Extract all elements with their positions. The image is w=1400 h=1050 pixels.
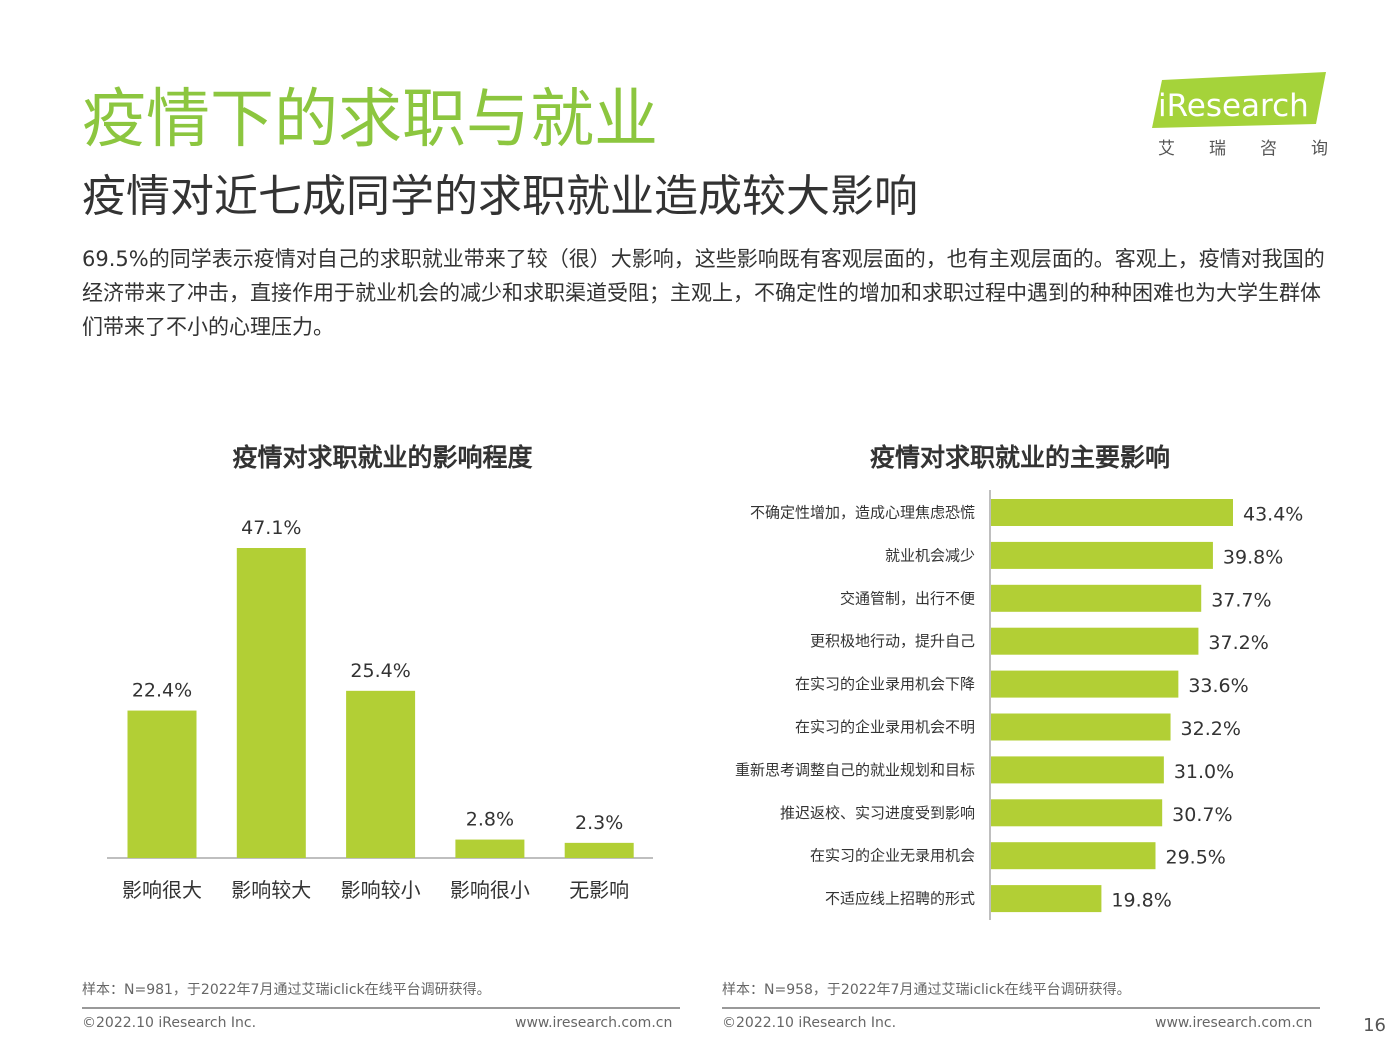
page-number: 16 [1363, 1015, 1386, 1036]
x-tick-label: 影响很小 [450, 878, 530, 902]
bar-value-label: 32.2% [1181, 718, 1241, 740]
logo-char: 瑞 [1209, 139, 1226, 159]
bar [236, 548, 306, 858]
right-footer-divider [722, 1007, 1320, 1009]
bar-value-label: 25.4% [350, 660, 410, 682]
left-chart-title: 疫情对求职就业的影响程度 [232, 443, 533, 472]
left-sample-note: 样本：N=981，于2022年7月通过艾瑞iclick在线平台调研获得。 [82, 982, 491, 998]
bar [127, 710, 197, 858]
bar [991, 670, 1179, 698]
y-tick-label: 不适应线上招聘的形式 [825, 890, 975, 908]
main-impacts-bar-chart: 43.4% 不确定性增加，造成心理焦虑恐慌 39.8% 就业机会减少 37.7% 交通管制… [735, 490, 1303, 920]
bar [991, 584, 1202, 612]
bar-value-label: 37.7% [1211, 589, 1271, 611]
bar [346, 690, 416, 858]
page-title: 疫情下的求职与就业 [82, 83, 658, 157]
y-tick-label: 就业机会减少 [885, 546, 975, 564]
bar-value-label: 43.4% [1243, 504, 1303, 526]
y-tick-label: 推迟返校、实习进度受到影响 [780, 804, 975, 822]
x-tick-label: 影响很大 [122, 878, 202, 902]
x-tick-label: 影响较大 [231, 878, 311, 902]
bar [991, 842, 1156, 870]
left-copyright: ©2022.10 iResearch Inc. [82, 1015, 257, 1031]
bar [991, 713, 1171, 741]
y-tick-label: 更积极地行动，提升自己 [810, 632, 975, 650]
right-chart-title: 疫情对求职就业的主要影响 [869, 443, 1170, 472]
y-tick-label: 在实习的企业录用机会下降 [795, 675, 975, 693]
y-tick-label: 重新思考调整自己的就业规划和目标 [735, 761, 975, 779]
bar-value-label: 2.3% [575, 812, 623, 834]
y-tick-label: 交通管制，出行不便 [840, 589, 975, 607]
left-website-link[interactable]: www.iresearch.com.cn [515, 1015, 673, 1031]
bar-value-label: 37.2% [1208, 632, 1268, 654]
bar-value-label: 29.5% [1165, 847, 1225, 869]
right-copyright: ©2022.10 iResearch Inc. [722, 1015, 897, 1031]
bar [991, 627, 1199, 655]
left-footer-divider [82, 1007, 680, 1009]
bar-value-label: 22.4% [132, 680, 192, 702]
bar-value-label: 39.8% [1223, 546, 1283, 568]
logo-chinese-text: 艾 瑞 咨 询 [1158, 134, 1328, 159]
iresearch-logo: iResearch [1152, 72, 1326, 128]
bar-value-label: 2.8% [466, 809, 514, 831]
logo-green-banner [1152, 72, 1326, 128]
x-tick-label: 无影响 [569, 878, 629, 902]
y-tick-label: 在实习的企业录用机会不明 [795, 718, 975, 736]
logo-char: 艾 [1158, 139, 1175, 159]
bar [991, 499, 1233, 526]
right-website-link[interactable]: www.iresearch.com.cn [1155, 1015, 1313, 1031]
page-subtitle: 疫情对近七成同学的求职就业造成较大影响 [82, 171, 918, 222]
right-sample-note: 样本：N=958，于2022年7月通过艾瑞iclick在线平台调研获得。 [722, 982, 1131, 998]
bar [991, 756, 1164, 784]
logo-char: 咨 [1260, 139, 1277, 159]
bar-value-label: 47.1% [241, 517, 301, 539]
bar [564, 842, 634, 858]
bar [991, 885, 1102, 913]
y-tick-label: 不确定性增加，造成心理焦虑恐慌 [750, 504, 975, 522]
impact-degree-bar-chart: 22.4% 影响很大 47.1% 影响较大 25.4% 影响较小 2.8% 影响很小 2.3% 无… [107, 517, 653, 902]
y-tick-label: 在实习的企业无录用机会 [810, 847, 975, 865]
bar-value-label: 33.6% [1188, 675, 1248, 697]
x-tick-label: 影响较小 [341, 878, 421, 902]
logo-char: 询 [1311, 139, 1328, 159]
intro-paragraph: 69.5%的同学表示疫情对自己的求职就业带来了较（很）大影响，这些影响既有客观层… [82, 247, 1325, 339]
bar-value-label: 31.0% [1174, 761, 1234, 783]
bar [991, 799, 1163, 827]
bar-value-label: 19.8% [1111, 890, 1171, 912]
bar-value-label: 30.7% [1172, 804, 1232, 826]
bar [991, 541, 1213, 569]
logo-brand-text: iResearch [1158, 88, 1309, 124]
bar [455, 839, 525, 858]
